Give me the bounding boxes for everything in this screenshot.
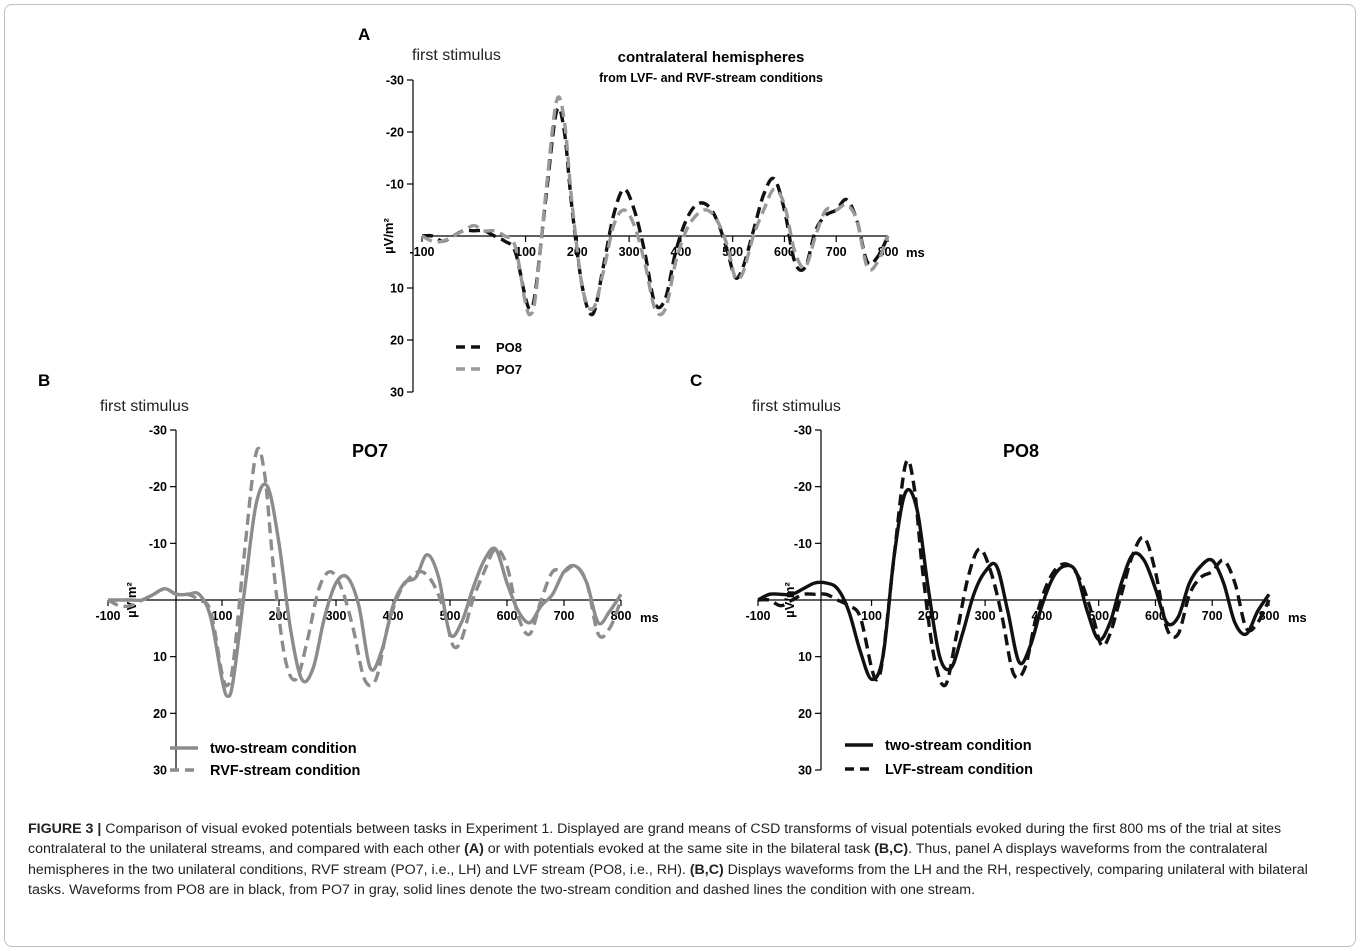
x-tick-label: -100 <box>409 245 434 259</box>
y-tick-label: -30 <box>794 424 812 438</box>
series-line-2 <box>757 458 1271 688</box>
legend-label: LVF-stream condition <box>885 762 1033 778</box>
x-tick-label: 700 <box>826 245 847 259</box>
chart-title: PO8 <box>1003 441 1039 461</box>
x-tick-label: 700 <box>554 609 575 623</box>
y-tick-label: 30 <box>390 386 404 400</box>
y-tick-label: -20 <box>386 126 404 140</box>
caption-panel-ref: (B,C) <box>689 861 724 878</box>
y-tick-label: 10 <box>153 650 167 664</box>
legend-label: two-stream condition <box>885 738 1032 754</box>
x-tick-label: 100 <box>212 609 233 623</box>
y-tick-label: 30 <box>153 764 167 778</box>
corner-label: first stimulus <box>412 47 501 64</box>
x-axis-unit: ms <box>1288 610 1307 625</box>
y-tick-label: 20 <box>390 334 404 348</box>
x-axis-unit: ms <box>906 245 925 260</box>
y-tick-label: -20 <box>149 480 167 494</box>
y-tick-label: -10 <box>149 537 167 551</box>
x-tick-label: -100 <box>745 609 770 623</box>
y-tick-label: 20 <box>153 707 167 721</box>
legend-label: PO8 <box>496 340 522 355</box>
y-tick-label: -10 <box>386 178 404 192</box>
legend-label: RVF-stream condition <box>210 763 360 779</box>
caption-segment: Comparison of visual evoked potentials b… <box>28 821 1282 858</box>
caption-panel-ref: (B,C) <box>874 841 909 858</box>
y-tick-label: 20 <box>798 707 812 721</box>
caption-segment: or with potentials evoked at the same si… <box>483 841 875 858</box>
legend-label: two-stream condition <box>210 741 357 757</box>
y-tick-label: -30 <box>149 424 167 438</box>
figure-frame <box>4 4 1356 947</box>
panel-label: C <box>690 371 702 390</box>
x-tick-label: 300 <box>619 245 640 259</box>
x-tick-label: 600 <box>1145 609 1166 623</box>
chart-title: contralateral hemispheres <box>618 49 805 66</box>
series-line-1 <box>757 487 1271 682</box>
x-tick-label: 100 <box>515 245 536 259</box>
series-line-1 <box>107 482 623 699</box>
corner-label: first stimulus <box>100 398 189 415</box>
panel-label: B <box>38 371 50 390</box>
caption-panel-ref: (A) <box>464 841 484 858</box>
x-tick-label: 600 <box>774 245 795 259</box>
legend-label: PO7 <box>496 362 522 377</box>
figure-label: FIGURE 3 | <box>28 821 102 837</box>
x-tick-label: 300 <box>975 609 996 623</box>
figure-caption: FIGURE 3 | Comparison of visual evoked p… <box>28 819 1334 901</box>
y-tick-label: 10 <box>798 650 812 664</box>
x-tick-label: 300 <box>326 609 347 623</box>
y-tick-label: -20 <box>794 480 812 494</box>
y-tick-label: -30 <box>386 74 404 88</box>
series-line-2 <box>107 446 623 688</box>
y-axis-label: µV/m² <box>381 218 396 254</box>
y-tick-label: 10 <box>390 282 404 296</box>
x-tick-label: 100 <box>861 609 882 623</box>
series-line-2 <box>421 95 890 317</box>
caption-text: Comparison of visual evoked potentials b… <box>28 821 1308 898</box>
caption-segment: Displays waveforms from the LH and the R… <box>28 861 1308 899</box>
y-tick-label: -10 <box>794 537 812 551</box>
panel-label: A <box>358 25 370 44</box>
x-tick-label: 600 <box>497 609 518 623</box>
chart-title: PO7 <box>352 441 388 461</box>
x-tick-label: -100 <box>95 609 120 623</box>
chart-subtitle: from LVF- and RVF-stream conditions <box>599 71 823 85</box>
y-tick-label: 30 <box>798 764 812 778</box>
x-tick-label: 700 <box>1202 609 1223 623</box>
series-line-1 <box>421 106 890 317</box>
corner-label: first stimulus <box>752 398 841 415</box>
x-axis-unit: ms <box>640 610 659 625</box>
caption-segment: . Thus, panel A displays waveforms from … <box>28 841 1268 878</box>
